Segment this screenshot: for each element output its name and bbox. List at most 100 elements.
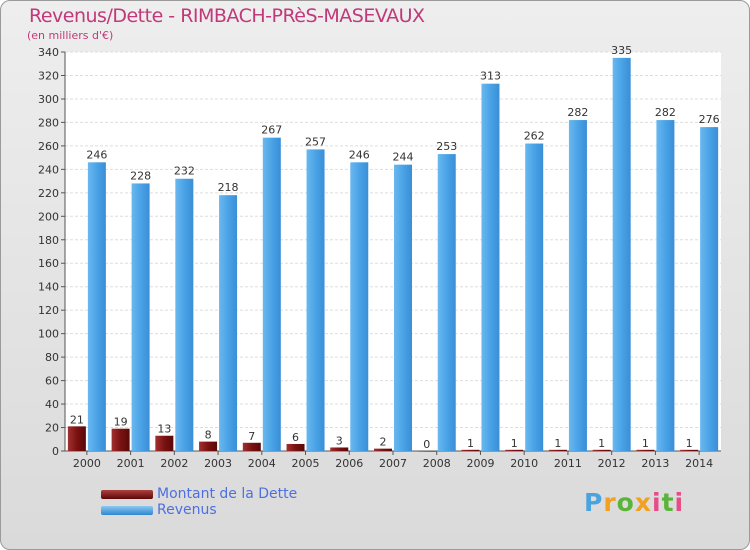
logo-letter: x xyxy=(634,488,652,517)
y-tick-label: 340 xyxy=(38,46,59,59)
data-label-dette: 1 xyxy=(554,437,561,450)
bar-dette xyxy=(548,449,567,451)
bar-revenus xyxy=(350,162,369,451)
bar-dette xyxy=(592,449,611,451)
logo-letter: P xyxy=(584,488,604,517)
data-label-dette: 1 xyxy=(467,437,474,450)
bar-revenus xyxy=(306,149,325,451)
x-tick-label: 2003 xyxy=(204,457,232,470)
y-tick-label: 140 xyxy=(38,281,59,294)
data-label-dette: 0 xyxy=(423,438,430,451)
bar-dette xyxy=(155,435,174,451)
bar-revenus xyxy=(131,183,150,451)
bar-revenus xyxy=(394,164,412,452)
data-label-dette: 13 xyxy=(157,423,171,436)
data-label-dette: 19 xyxy=(114,416,128,429)
bar-dette xyxy=(242,442,261,451)
bar-revenus xyxy=(175,178,194,451)
data-label-revenus: 246 xyxy=(86,148,107,161)
logo-letter: o xyxy=(616,488,635,517)
proxiti-logo: Proxiti xyxy=(584,488,684,517)
chart-subtitle: (en milliers d'€) xyxy=(27,29,114,42)
y-tick-label: 300 xyxy=(38,93,59,106)
logo-letter: t xyxy=(661,488,675,517)
data-label-revenus: 313 xyxy=(480,70,501,83)
x-tick-label: 2011 xyxy=(554,457,582,470)
logo-letter: r xyxy=(603,488,617,517)
data-label-revenus: 218 xyxy=(218,181,239,194)
logo-letter: i xyxy=(652,488,662,517)
bar-revenus xyxy=(612,57,631,451)
data-label-dette: 6 xyxy=(292,431,299,444)
bar-revenus xyxy=(568,120,587,452)
legend-label-dette: Montant de la Dette xyxy=(157,486,298,502)
legend-label-revenus: Revenus xyxy=(157,502,217,518)
data-label-dette: 21 xyxy=(70,413,84,426)
bar-dette xyxy=(505,449,524,451)
bar-dette xyxy=(286,443,305,451)
data-label-dette: 1 xyxy=(642,437,649,450)
data-label-dette: 1 xyxy=(686,437,693,450)
x-tick-label: 2005 xyxy=(292,457,320,470)
data-label-revenus: 244 xyxy=(393,151,414,164)
x-tick-label: 2012 xyxy=(598,457,626,470)
bar-dette xyxy=(680,449,699,451)
bar-revenus xyxy=(525,143,544,452)
bar-revenus xyxy=(481,83,500,451)
bar-revenus xyxy=(87,162,106,451)
data-label-revenus: 282 xyxy=(655,106,676,119)
y-tick-label: 200 xyxy=(38,210,59,223)
bar-dette xyxy=(199,441,218,451)
y-tick-label: 80 xyxy=(45,351,59,364)
data-label-revenus: 282 xyxy=(567,106,588,119)
data-label-dette: 3 xyxy=(336,434,343,447)
y-tick-label: 320 xyxy=(38,69,59,82)
data-label-dette: 8 xyxy=(205,429,212,442)
data-label-dette: 7 xyxy=(248,430,255,443)
x-tick-label: 2013 xyxy=(641,457,669,470)
y-tick-label: 240 xyxy=(38,163,59,176)
data-label-revenus: 276 xyxy=(699,113,720,126)
data-label-revenus: 257 xyxy=(305,135,326,148)
x-tick-label: 2006 xyxy=(335,457,363,470)
bar-dette xyxy=(374,448,392,451)
data-label-dette: 2 xyxy=(380,436,387,449)
y-tick-label: 220 xyxy=(38,187,59,200)
y-tick-label: 0 xyxy=(52,445,59,458)
data-label-revenus: 228 xyxy=(130,169,151,182)
bar-revenus xyxy=(656,120,675,452)
bar-dette xyxy=(111,428,130,451)
data-label-revenus: 262 xyxy=(524,130,545,143)
plot-area xyxy=(65,52,721,451)
y-tick-label: 20 xyxy=(45,422,59,435)
y-tick-label: 60 xyxy=(45,375,59,388)
x-tick-label: 2001 xyxy=(117,457,145,470)
bar-revenus xyxy=(262,137,281,451)
data-label-dette: 1 xyxy=(598,437,605,450)
bar-dette xyxy=(417,451,436,452)
bar-dette xyxy=(461,449,480,451)
x-tick-label: 2007 xyxy=(379,457,407,470)
x-tick-label: 2004 xyxy=(248,457,276,470)
chart-title: Revenus/Dette - RIMBACH-PRèS-MASEVAUX xyxy=(29,5,425,27)
bar-revenus xyxy=(219,195,238,451)
x-tick-label: 2010 xyxy=(510,457,538,470)
legend-swatch-dette xyxy=(101,490,153,499)
data-label-dette: 1 xyxy=(511,437,518,450)
bar-dette xyxy=(330,447,349,451)
bar-revenus xyxy=(437,154,456,452)
y-tick-label: 260 xyxy=(38,140,59,153)
y-tick-label: 100 xyxy=(38,328,59,341)
bar-dette xyxy=(636,449,655,451)
data-label-revenus: 246 xyxy=(349,148,370,161)
x-tick-label: 2008 xyxy=(423,457,451,470)
data-label-revenus: 232 xyxy=(174,165,195,178)
data-label-revenus: 267 xyxy=(261,124,282,137)
y-tick-label: 280 xyxy=(38,116,59,129)
x-tick-label: 2000 xyxy=(73,457,101,470)
data-label-revenus: 335 xyxy=(611,44,632,57)
x-tick-label: 2009 xyxy=(466,457,494,470)
y-tick-label: 120 xyxy=(38,304,59,317)
